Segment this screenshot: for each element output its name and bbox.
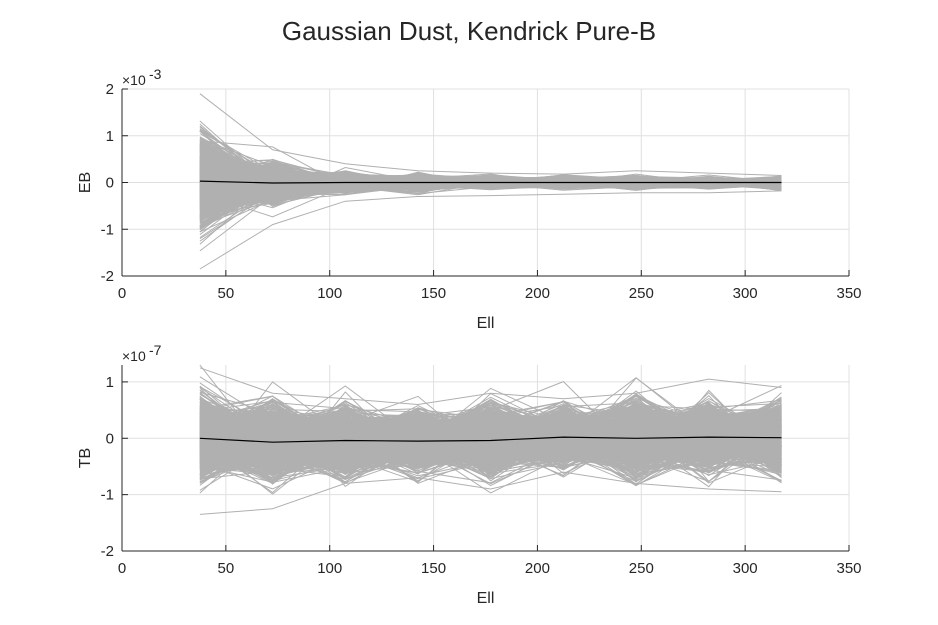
chart-title: Gaussian Dust, Kendrick Pure-B <box>282 16 656 46</box>
x-tick-label: 50 <box>218 285 235 302</box>
mean-line <box>199 436 782 443</box>
realization-line <box>199 407 782 475</box>
realization-line <box>199 413 782 456</box>
x-tick-label: 200 <box>525 560 550 577</box>
y-tick-label: -2 <box>101 543 114 560</box>
y-tick-label: -2 <box>101 268 114 285</box>
eb-panel: 0 50 100 150 200 250 300 350 -2 -1 0 1 2 Ell EB ×10 -3 <box>77 66 862 332</box>
x-axis-label: Ell <box>477 590 495 607</box>
x-tick-label: 250 <box>629 560 654 577</box>
realization-line <box>199 190 782 270</box>
realization-line <box>199 367 782 406</box>
x-tick-label: 300 <box>733 285 758 302</box>
y-tick-label: 0 <box>106 430 114 447</box>
y-tick-label: 1 <box>106 128 114 145</box>
y-axis-label: TB <box>77 448 94 468</box>
y-axis-label: EB <box>77 172 94 193</box>
realization-line <box>199 421 782 470</box>
realization-line <box>199 394 782 455</box>
realizations <box>199 364 782 515</box>
x-tick-label: 0 <box>118 285 126 302</box>
realization-line <box>199 416 782 461</box>
x-tick-label: 0 <box>118 560 126 577</box>
realization-line <box>199 413 782 467</box>
realization-line <box>199 422 782 461</box>
x-tick-label: 50 <box>218 560 235 577</box>
x-tick-label: 300 <box>733 560 758 577</box>
realization-line <box>199 163 782 195</box>
realization-line <box>199 412 782 455</box>
y-tick-label: 1 <box>106 374 114 391</box>
realization-line <box>199 421 782 460</box>
axis-multiplier: ×10 <box>122 348 146 364</box>
realization-line <box>199 428 782 462</box>
x-tick-label: 350 <box>836 285 861 302</box>
x-axis-label: Ell <box>477 315 495 332</box>
realization-line <box>199 415 782 465</box>
y-tick-label: -1 <box>101 487 114 504</box>
tb-panel: 0 50 100 150 200 250 300 350 -2 -1 0 1 Ell TB ×10 -7 <box>77 342 862 607</box>
x-tick-label: 150 <box>421 560 446 577</box>
x-tick-label: 200 <box>525 285 550 302</box>
realization-line <box>199 130 782 189</box>
realization-line <box>199 417 782 477</box>
realization-line <box>199 93 782 176</box>
axis-multiplier: ×10 <box>122 72 146 88</box>
x-tick-label: 150 <box>421 285 446 302</box>
mean-line <box>199 180 782 184</box>
y-tick-label: 2 <box>106 81 114 98</box>
y-tick-label: -1 <box>101 221 114 238</box>
axis-multiplier-exponent: -3 <box>149 66 162 82</box>
x-tick-label: 100 <box>317 560 342 577</box>
realization-line <box>199 471 782 515</box>
x-tick-label: 350 <box>836 560 861 577</box>
x-tick-label: 250 <box>629 285 654 302</box>
realization-line <box>199 418 782 452</box>
x-tick-label: 100 <box>317 285 342 302</box>
realization-line <box>199 413 782 479</box>
realization-line <box>199 414 782 480</box>
realization-line <box>199 414 782 464</box>
axis-multiplier-exponent: -7 <box>149 342 162 358</box>
realization-line <box>199 417 782 467</box>
y-tick-label: 0 <box>106 175 114 192</box>
